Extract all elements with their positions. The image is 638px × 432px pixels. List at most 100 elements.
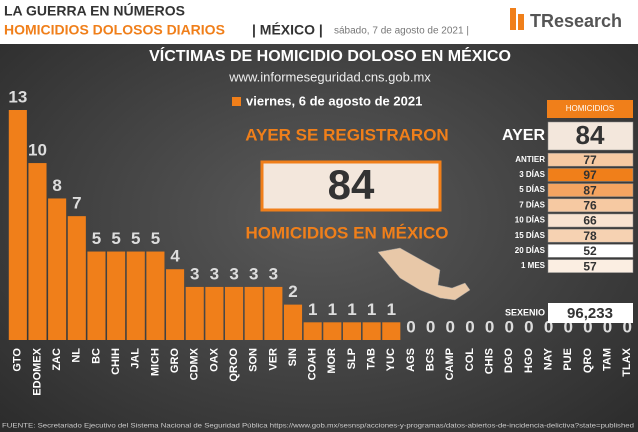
value-label: 0 <box>505 317 514 336</box>
legend-label: viernes, 6 de agosto de 2021 <box>246 93 422 108</box>
value-label: 5 <box>92 229 101 248</box>
bar <box>205 286 224 340</box>
value-label: 3 <box>210 264 219 283</box>
summary-header-bg <box>547 100 633 118</box>
value-label: 0 <box>622 317 631 336</box>
x-tick-label: MOR <box>326 348 338 374</box>
summary-value-bg <box>547 259 634 273</box>
x-tick-label: PUE <box>562 348 574 371</box>
value-label: 1 <box>328 300 337 319</box>
logo-icon <box>518 14 524 30</box>
header-subtitle: HOMICIDIOS DOLOSOS DIARIOS <box>4 22 225 38</box>
callout-value: 84 <box>328 161 375 208</box>
x-tick-label: BC <box>90 348 102 364</box>
bar <box>342 322 362 340</box>
summary-value-bg <box>547 152 634 167</box>
header-date: sábado, 7 de agosto de 2021 | <box>334 26 469 37</box>
header-country: | MÉXICO | <box>252 22 323 38</box>
summary-value-bg <box>547 168 634 182</box>
bar <box>107 251 126 340</box>
value-label: 0 <box>563 317 572 336</box>
summary-label: 1 MES <box>521 261 546 270</box>
x-tick-label: TAM <box>601 348 613 371</box>
bar <box>382 322 401 340</box>
summary-value: 78 <box>583 229 597 243</box>
summary-label: 20 DÍAS <box>515 246 546 255</box>
x-tick-label: CHIH <box>110 348 122 375</box>
x-tick-label: BCS <box>425 348 437 371</box>
logo: TResearch <box>530 11 622 31</box>
summary-value: 76 <box>583 198 597 212</box>
bar <box>185 286 204 340</box>
x-tick-label: COAH <box>307 348 319 380</box>
value-label: 8 <box>52 176 61 195</box>
bar <box>8 110 27 340</box>
x-tick-label: EDOMEX <box>31 347 43 395</box>
map <box>377 247 471 301</box>
summary-label: 3 DÍAS <box>519 170 545 179</box>
x-tick-label: TLAX <box>621 347 633 376</box>
summary-value-bg <box>547 228 634 243</box>
bar <box>126 251 145 340</box>
summary-value: 84 <box>576 120 605 150</box>
callout-top: AYER SE REGISTRARON <box>245 125 448 144</box>
bar <box>362 322 381 340</box>
value-label: 1 <box>308 300 317 319</box>
x-tick-label: HGO <box>523 348 535 374</box>
value-label: 3 <box>249 264 258 283</box>
x-tick-label: CDMX <box>189 347 201 380</box>
bar <box>303 322 322 340</box>
value-label: 0 <box>426 317 435 336</box>
bar <box>87 251 106 340</box>
summary-value-bg <box>547 198 634 213</box>
x-tick-label: TAB <box>366 348 378 370</box>
value-label: 1 <box>347 300 356 319</box>
summary-value: 77 <box>583 153 597 167</box>
bar <box>283 304 303 340</box>
x-tick-label: QRO <box>582 348 594 374</box>
source: FUENTE: Secretariado Ejecutivo del Siste… <box>2 424 634 430</box>
x-tick-label: OAX <box>208 347 220 372</box>
summary-value-bg <box>547 244 634 258</box>
bar <box>48 198 67 340</box>
x-tick-label: SIN <box>287 348 299 366</box>
x-tick-label: AGS <box>405 348 417 372</box>
summary-total-bg <box>548 303 633 323</box>
value-label: 3 <box>229 264 238 283</box>
x-tick-label: VER <box>267 348 279 371</box>
callout-box <box>260 160 442 212</box>
x-tick-label: SON <box>248 348 260 372</box>
value-label: 0 <box>446 317 455 336</box>
value-label: 0 <box>485 317 494 336</box>
bar <box>67 216 86 340</box>
summary-value: 52 <box>583 244 597 258</box>
x-tick-label: MICH <box>149 348 161 376</box>
value-label: 5 <box>111 229 120 248</box>
x-tick-label: NAY <box>542 347 554 370</box>
value-label: 5 <box>151 229 160 248</box>
summary-value-bg <box>547 121 634 151</box>
x-tick-label: QROO <box>228 348 240 382</box>
summary-value: 87 <box>583 183 597 197</box>
summary-label: 15 DÍAS <box>515 231 546 240</box>
summary-label: 5 DÍAS <box>519 185 545 194</box>
value-label: 0 <box>465 317 474 336</box>
value-label: 7 <box>72 194 81 213</box>
summary-value: 97 <box>583 168 597 182</box>
summary-total-label: SEXENIO <box>505 307 545 317</box>
summary-header: HOMICIDIOS <box>566 104 614 113</box>
bar <box>323 322 342 340</box>
header-title: LA GUERRA EN NÚMEROS <box>4 2 185 19</box>
value-label: 0 <box>544 317 553 336</box>
bar <box>264 286 283 340</box>
chart-subtitle: www.informeseguridad.cns.gob.mx <box>228 69 431 84</box>
summary-label: 7 DÍAS <box>519 200 545 209</box>
value-label: 2 <box>288 282 297 301</box>
value-label: 3 <box>269 264 278 283</box>
x-tick-label: COL <box>464 348 476 372</box>
value-label: 0 <box>524 317 533 336</box>
summary-value: 57 <box>583 259 597 273</box>
bar <box>146 251 165 340</box>
